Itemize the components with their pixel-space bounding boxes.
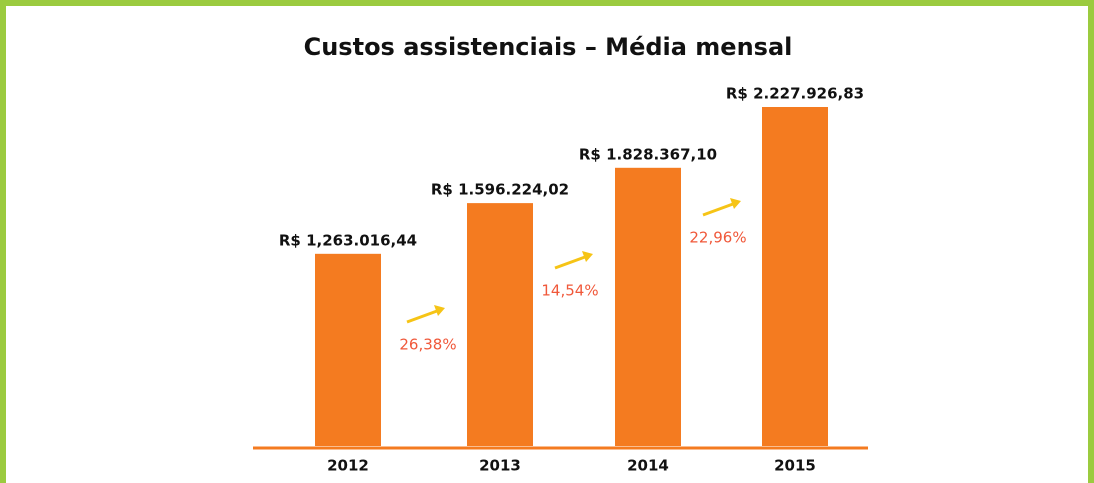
border-top xyxy=(0,0,1094,6)
growth-label: 14,54% xyxy=(541,282,598,300)
border-right xyxy=(1088,0,1094,483)
growth-arrowhead xyxy=(730,198,741,209)
growth-arrow xyxy=(554,255,586,270)
value-label: R$ 1.596.224,02 xyxy=(431,181,569,199)
bar xyxy=(762,107,828,446)
bar xyxy=(467,203,533,446)
value-label: R$ 1,263.016,44 xyxy=(279,231,417,249)
x-tick-label: 2013 xyxy=(479,457,521,475)
x-tick-label: 2012 xyxy=(327,457,369,475)
border-left xyxy=(0,0,6,483)
value-label: R$ 2.227.926,83 xyxy=(726,85,864,103)
growth-label: 22,96% xyxy=(689,229,746,247)
growth-label: 26,38% xyxy=(399,336,456,354)
chart-title: Custos assistenciais – Média mensal xyxy=(304,33,793,61)
growth-arrowhead xyxy=(434,305,445,316)
bar xyxy=(615,167,681,447)
x-tick-label: 2014 xyxy=(627,457,669,475)
value-label: R$ 1.828.367,10 xyxy=(579,145,717,163)
growth-arrowhead xyxy=(582,251,593,262)
growth-arrow xyxy=(406,309,438,324)
growth-arrow xyxy=(702,202,734,217)
x-tick-label: 2015 xyxy=(774,457,816,475)
bar xyxy=(315,253,381,446)
